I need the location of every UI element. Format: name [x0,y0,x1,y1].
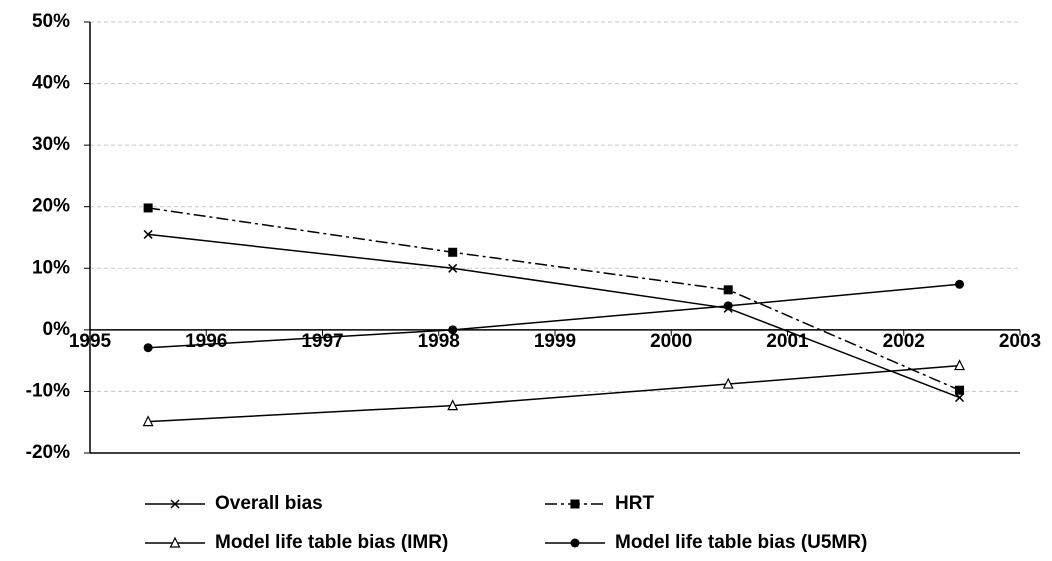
y-tick-label: 20% [32,196,70,217]
x-tick-label: 2001 [766,331,809,352]
x-tick-label: 1995 [69,331,112,352]
marker [955,279,965,289]
legend-label: Overall bias [215,493,323,514]
x-tick-label: 1998 [418,331,460,352]
y-tick-label: 10% [32,257,70,278]
marker [447,399,459,411]
marker [142,415,154,427]
x-tick-label: 2003 [999,331,1041,352]
series-line [148,207,960,391]
x-tick-label: 2000 [650,331,692,352]
series-line [148,283,960,349]
marker [448,247,458,257]
y-tick-label: 30% [32,134,70,155]
y-tick-label: -20% [26,442,70,463]
y-tick-label: 40% [32,73,70,94]
legend-label: HRT [615,493,654,514]
y-tick-label: -10% [26,380,70,401]
marker [955,393,965,403]
marker [722,377,734,389]
series-line [148,233,960,399]
x-tick-label: 2002 [883,331,925,352]
legend-marker [170,499,180,509]
legend-label: Model life table bias (U5MR) [615,532,867,553]
x-tick-label: 1996 [185,331,227,352]
legend-marker [570,538,580,548]
marker [143,343,153,353]
marker [723,301,733,311]
marker [143,229,153,239]
x-tick-label: 1999 [534,331,576,352]
legend-label: Model life table bias (IMR) [215,532,448,553]
y-tick-label: 0% [43,319,71,340]
legend-marker [169,536,181,548]
x-tick-label: 1997 [301,331,343,352]
legend-marker [570,499,580,509]
series-line [148,364,960,423]
marker [954,359,966,371]
marker [723,285,733,295]
marker [143,203,153,213]
y-tick-label: 50% [32,11,70,32]
marker [955,385,965,395]
marker [448,263,458,273]
marker [448,325,458,335]
